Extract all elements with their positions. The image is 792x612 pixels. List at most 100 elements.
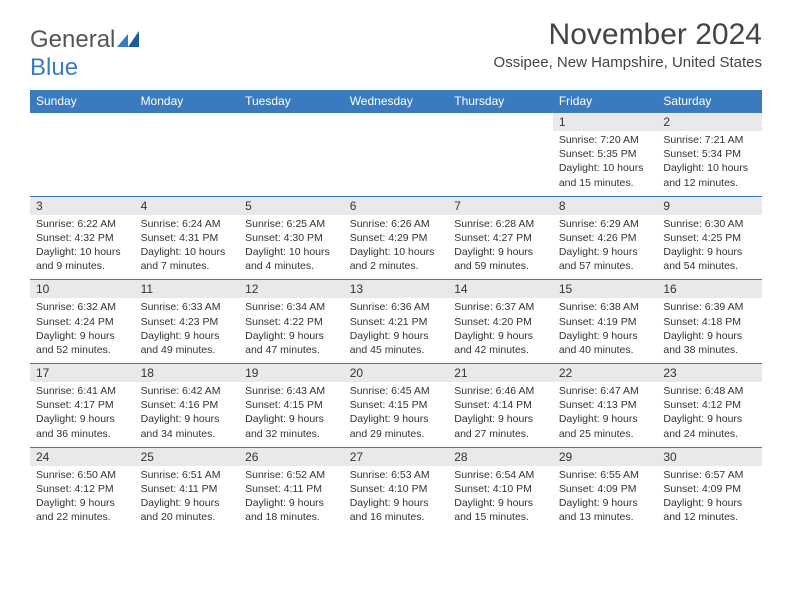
- daylight-text-2: and 42 minutes.: [454, 343, 547, 357]
- sunset-text: Sunset: 4:09 PM: [663, 482, 756, 496]
- sunset-text: Sunset: 4:15 PM: [245, 398, 338, 412]
- day-number: 28: [448, 448, 553, 466]
- daylight-text-2: and 45 minutes.: [350, 343, 443, 357]
- daylight-text-1: Daylight: 9 hours: [141, 496, 234, 510]
- daylight-text-1: Daylight: 10 hours: [663, 161, 756, 175]
- page-title: November 2024: [494, 18, 762, 52]
- logo-text-blue: Blue: [30, 54, 78, 81]
- weekday-header: Friday: [553, 90, 658, 113]
- sunrise-text: Sunrise: 6:29 AM: [559, 217, 652, 231]
- daylight-text-2: and 22 minutes.: [36, 510, 129, 524]
- daylight-text-1: Daylight: 9 hours: [36, 329, 129, 343]
- day-number: 2: [657, 113, 762, 131]
- sunrise-text: Sunrise: 6:36 AM: [350, 300, 443, 314]
- sunrise-text: Sunrise: 6:42 AM: [141, 384, 234, 398]
- sunrise-text: Sunrise: 6:32 AM: [36, 300, 129, 314]
- day-number: 23: [657, 364, 762, 382]
- calendar-day-cell: 7Sunrise: 6:28 AMSunset: 4:27 PMDaylight…: [448, 196, 553, 280]
- daylight-text-2: and 32 minutes.: [245, 427, 338, 441]
- day-number: 12: [239, 280, 344, 298]
- day-data: Sunrise: 6:36 AMSunset: 4:21 PMDaylight:…: [344, 298, 449, 363]
- day-number: 18: [135, 364, 240, 382]
- calendar-day-cell: 13Sunrise: 6:36 AMSunset: 4:21 PMDayligh…: [344, 280, 449, 364]
- sunset-text: Sunset: 4:19 PM: [559, 315, 652, 329]
- day-data: Sunrise: 6:22 AMSunset: 4:32 PMDaylight:…: [30, 215, 135, 280]
- calendar-day-cell: 6Sunrise: 6:26 AMSunset: 4:29 PMDaylight…: [344, 196, 449, 280]
- daylight-text-2: and 52 minutes.: [36, 343, 129, 357]
- day-number: 4: [135, 197, 240, 215]
- sunrise-text: Sunrise: 6:53 AM: [350, 468, 443, 482]
- calendar-day-cell: 26Sunrise: 6:52 AMSunset: 4:11 PMDayligh…: [239, 447, 344, 530]
- sunset-text: Sunset: 4:15 PM: [350, 398, 443, 412]
- day-number: 26: [239, 448, 344, 466]
- sunrise-text: Sunrise: 6:26 AM: [350, 217, 443, 231]
- calendar-day-cell: [135, 113, 240, 197]
- daylight-text-1: Daylight: 9 hours: [245, 496, 338, 510]
- calendar-day-cell: 20Sunrise: 6:45 AMSunset: 4:15 PMDayligh…: [344, 364, 449, 448]
- daylight-text-2: and 27 minutes.: [454, 427, 547, 441]
- day-data: Sunrise: 6:39 AMSunset: 4:18 PMDaylight:…: [657, 298, 762, 363]
- sunset-text: Sunset: 4:17 PM: [36, 398, 129, 412]
- sunset-text: Sunset: 4:11 PM: [245, 482, 338, 496]
- calendar-day-cell: 8Sunrise: 6:29 AMSunset: 4:26 PMDaylight…: [553, 196, 658, 280]
- calendar-day-cell: 28Sunrise: 6:54 AMSunset: 4:10 PMDayligh…: [448, 447, 553, 530]
- day-data: Sunrise: 6:33 AMSunset: 4:23 PMDaylight:…: [135, 298, 240, 363]
- day-number-empty: [448, 113, 553, 131]
- day-data: Sunrise: 6:29 AMSunset: 4:26 PMDaylight:…: [553, 215, 658, 280]
- logo-text-general: General: [30, 26, 115, 53]
- day-number: 8: [553, 197, 658, 215]
- calendar-day-cell: 15Sunrise: 6:38 AMSunset: 4:19 PMDayligh…: [553, 280, 658, 364]
- calendar-day-cell: 16Sunrise: 6:39 AMSunset: 4:18 PMDayligh…: [657, 280, 762, 364]
- sunrise-text: Sunrise: 6:54 AM: [454, 468, 547, 482]
- daylight-text-1: Daylight: 9 hours: [350, 329, 443, 343]
- day-data: Sunrise: 6:25 AMSunset: 4:30 PMDaylight:…: [239, 215, 344, 280]
- calendar-day-cell: 17Sunrise: 6:41 AMSunset: 4:17 PMDayligh…: [30, 364, 135, 448]
- daylight-text-2: and 24 minutes.: [663, 427, 756, 441]
- daylight-text-2: and 54 minutes.: [663, 259, 756, 273]
- day-number: 22: [553, 364, 658, 382]
- sunset-text: Sunset: 4:13 PM: [559, 398, 652, 412]
- day-number: 16: [657, 280, 762, 298]
- title-block: November 2024 Ossipee, New Hampshire, Un…: [494, 18, 762, 71]
- sunset-text: Sunset: 4:14 PM: [454, 398, 547, 412]
- calendar-day-cell: 11Sunrise: 6:33 AMSunset: 4:23 PMDayligh…: [135, 280, 240, 364]
- daylight-text-1: Daylight: 9 hours: [141, 412, 234, 426]
- sunset-text: Sunset: 4:12 PM: [36, 482, 129, 496]
- sunrise-text: Sunrise: 6:33 AM: [141, 300, 234, 314]
- daylight-text-2: and 9 minutes.: [36, 259, 129, 273]
- weekday-header: Wednesday: [344, 90, 449, 113]
- logo-mark-icon: [117, 31, 139, 52]
- daylight-text-2: and 59 minutes.: [454, 259, 547, 273]
- daylight-text-2: and 18 minutes.: [245, 510, 338, 524]
- day-number-empty: [344, 113, 449, 131]
- calendar-day-cell: 19Sunrise: 6:43 AMSunset: 4:15 PMDayligh…: [239, 364, 344, 448]
- daylight-text-2: and 34 minutes.: [141, 427, 234, 441]
- calendar-day-cell: 5Sunrise: 6:25 AMSunset: 4:30 PMDaylight…: [239, 196, 344, 280]
- calendar-table: Sunday Monday Tuesday Wednesday Thursday…: [30, 90, 762, 530]
- daylight-text-1: Daylight: 10 hours: [350, 245, 443, 259]
- day-number: 6: [344, 197, 449, 215]
- calendar-day-cell: 4Sunrise: 6:24 AMSunset: 4:31 PMDaylight…: [135, 196, 240, 280]
- daylight-text-1: Daylight: 9 hours: [245, 412, 338, 426]
- daylight-text-1: Daylight: 9 hours: [245, 329, 338, 343]
- daylight-text-1: Daylight: 9 hours: [559, 329, 652, 343]
- sunset-text: Sunset: 4:22 PM: [245, 315, 338, 329]
- daylight-text-1: Daylight: 9 hours: [36, 412, 129, 426]
- day-number: 25: [135, 448, 240, 466]
- day-number: 3: [30, 197, 135, 215]
- daylight-text-1: Daylight: 9 hours: [559, 412, 652, 426]
- sunrise-text: Sunrise: 6:41 AM: [36, 384, 129, 398]
- sunset-text: Sunset: 4:16 PM: [141, 398, 234, 412]
- sunrise-text: Sunrise: 6:22 AM: [36, 217, 129, 231]
- sunset-text: Sunset: 4:30 PM: [245, 231, 338, 245]
- day-number: 19: [239, 364, 344, 382]
- daylight-text-2: and 20 minutes.: [141, 510, 234, 524]
- daylight-text-2: and 12 minutes.: [663, 510, 756, 524]
- calendar-day-cell: 30Sunrise: 6:57 AMSunset: 4:09 PMDayligh…: [657, 447, 762, 530]
- calendar-day-cell: 27Sunrise: 6:53 AMSunset: 4:10 PMDayligh…: [344, 447, 449, 530]
- calendar-day-cell: 14Sunrise: 6:37 AMSunset: 4:20 PMDayligh…: [448, 280, 553, 364]
- daylight-text-1: Daylight: 9 hours: [454, 496, 547, 510]
- day-data: Sunrise: 6:45 AMSunset: 4:15 PMDaylight:…: [344, 382, 449, 447]
- daylight-text-2: and 36 minutes.: [36, 427, 129, 441]
- daylight-text-2: and 4 minutes.: [245, 259, 338, 273]
